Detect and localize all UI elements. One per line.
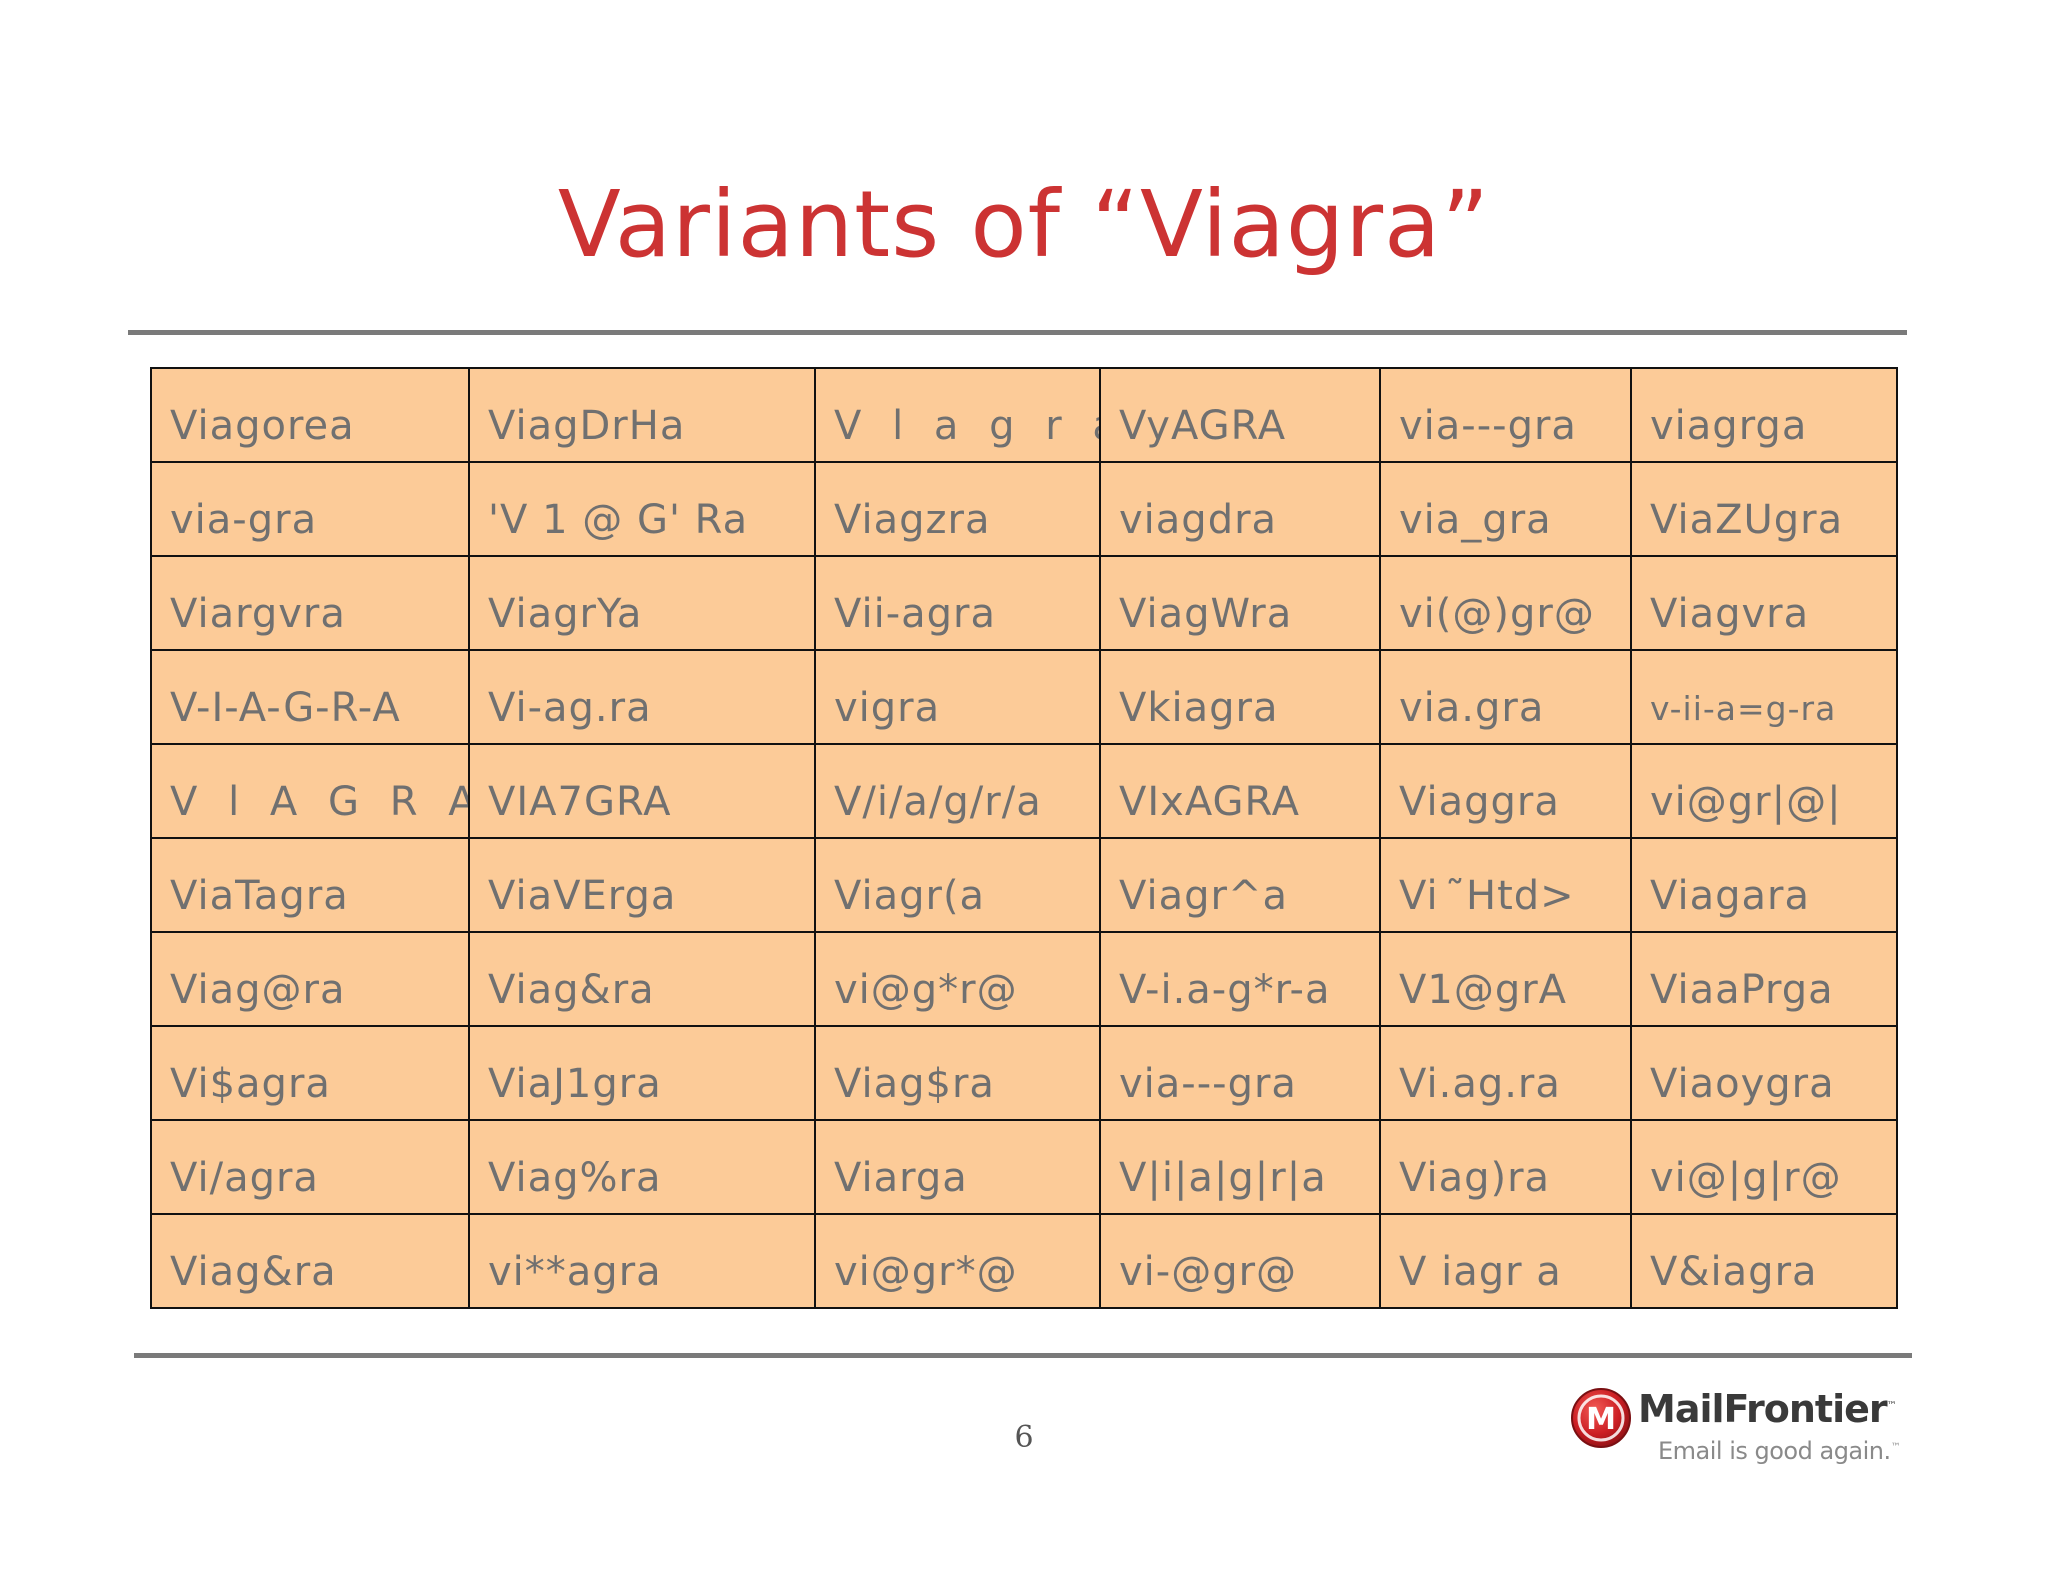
table-cell: vi@g*r@	[814, 931, 1101, 1027]
table-cell: vigra	[814, 649, 1101, 745]
variants-table-container: Viagorea ViagDrHa V l a g r a VyAGRA via…	[150, 367, 1898, 1309]
table-cell: Vi/agra	[150, 1119, 470, 1215]
table-cell: Viarga	[814, 1119, 1101, 1215]
table-cell: Viagr^a	[1099, 837, 1381, 933]
table-cell: V iagr a	[1379, 1213, 1632, 1309]
table-cell: Vkiagra	[1099, 649, 1381, 745]
table-cell: Vii-agra	[814, 555, 1101, 651]
logo-trademark: ™	[1886, 1400, 1897, 1412]
table-cell: Viag&ra	[150, 1213, 470, 1309]
table-cell: Viagara	[1630, 837, 1898, 933]
table-cell: V-i.a-g*r-a	[1099, 931, 1381, 1027]
table-cell: Viagzra	[814, 461, 1101, 557]
table-cell: Vi.ag.ra	[1379, 1025, 1632, 1121]
table-cell: via_gra	[1379, 461, 1632, 557]
table-cell: V/i/a/g/r/a	[814, 743, 1101, 839]
table-row: via-gra 'V 1 @ G' Ra Viagzra viagdra via…	[150, 461, 1898, 557]
table-cell: Viagorea	[150, 367, 470, 463]
page-number: 6	[1014, 1420, 1034, 1455]
logo-brand-name: MailFrontier™	[1638, 1387, 1897, 1431]
table-cell: ViaTagra	[150, 837, 470, 933]
table-cell: ViagWra	[1099, 555, 1381, 651]
table-cell: via---gra	[1099, 1025, 1381, 1121]
table-cell: V1@grA	[1379, 931, 1632, 1027]
logo-tagline-text: Email is good again.	[1658, 1437, 1891, 1465]
table-row: Viag@ra Viag&ra vi@g*r@ V-i.a-g*r-a V1@g…	[150, 931, 1898, 1027]
table-row: Viag&ra vi**agra vi@gr*@ vi-@gr@ V iagr …	[150, 1213, 1898, 1309]
table-cell: V l a g r a	[814, 367, 1101, 463]
table-cell: VIA7GRA	[468, 743, 816, 839]
table-cell: vi-@gr@	[1099, 1213, 1381, 1309]
logo-tagline-trademark: ™	[1890, 1442, 1901, 1453]
table-row: V-I-A-G-R-A Vi-ag.ra vigra Vkiagra via.g…	[150, 649, 1898, 745]
table-cell: Viagr(a	[814, 837, 1101, 933]
table-cell: V|i|a|g|r|a	[1099, 1119, 1381, 1215]
top-divider	[128, 330, 1907, 335]
table-cell: Viag$ra	[814, 1025, 1101, 1121]
logo-letter: M	[1586, 1402, 1616, 1437]
table-cell: via---gra	[1379, 367, 1632, 463]
logo-tagline: Email is good again.™	[1658, 1437, 1901, 1465]
bottom-divider	[134, 1353, 1912, 1358]
table-row: V l A G R A VIA7GRA V/i/a/g/r/a VIxAGRA …	[150, 743, 1898, 839]
table-cell: Viag%ra	[468, 1119, 816, 1215]
table-cell: Viag&ra	[468, 931, 816, 1027]
table-cell: ViagrYa	[468, 555, 816, 651]
table-cell: vi**agra	[468, 1213, 816, 1309]
table-cell: vi(@)gr@	[1379, 555, 1632, 651]
table-row: Viagorea ViagDrHa V l a g r a VyAGRA via…	[150, 367, 1898, 463]
table-cell: ViaVErga	[468, 837, 816, 933]
table-cell: via.gra	[1379, 649, 1632, 745]
table-cell: ViaaPrga	[1630, 931, 1898, 1027]
table-cell: Vi ̃Htd>	[1379, 837, 1632, 933]
table-cell: via-gra	[150, 461, 470, 557]
table-cell: Viag)ra	[1379, 1119, 1632, 1215]
mailfrontier-m-logo-icon: M	[1571, 1388, 1631, 1448]
table-cell: V-I-A-G-R-A	[150, 649, 470, 745]
table-cell: vi@|g|r@	[1630, 1119, 1898, 1215]
table-cell: V l A G R A	[150, 743, 470, 839]
table-cell: 'V 1 @ G' Ra	[468, 461, 816, 557]
table-cell: Viag@ra	[150, 931, 470, 1027]
table-cell: Viaoygra	[1630, 1025, 1898, 1121]
table-cell: V&iagra	[1630, 1213, 1898, 1309]
table-cell: viagdra	[1099, 461, 1381, 557]
logo-brand-text: MailFrontier	[1638, 1387, 1888, 1431]
table-cell: Viargvra	[150, 555, 470, 651]
table-cell: ViaJ1gra	[468, 1025, 816, 1121]
table-cell: VIxAGRA	[1099, 743, 1381, 839]
table-cell: Vi-ag.ra	[468, 649, 816, 745]
table-cell: Vi$agra	[150, 1025, 470, 1121]
table-cell: viagrga	[1630, 367, 1898, 463]
table-cell: ViaZUgra	[1630, 461, 1898, 557]
slide-title: Variants of “Viagra”	[557, 171, 1491, 278]
variants-table: Viagorea ViagDrHa V l a g r a VyAGRA via…	[150, 367, 1898, 1309]
table-row: ViaTagra ViaVErga Viagr(a Viagr^a Vi ̃Ht…	[150, 837, 1898, 933]
table-row: Vi$agra ViaJ1gra Viag$ra via---gra Vi.ag…	[150, 1025, 1898, 1121]
table-cell: v-ii-a=g-ra	[1630, 649, 1898, 745]
table-cell: vi@gr*@	[814, 1213, 1101, 1309]
table-cell: VyAGRA	[1099, 367, 1381, 463]
table-cell: ViagDrHa	[468, 367, 816, 463]
table-cell: Viagvra	[1630, 555, 1898, 651]
table-cell: vi@gr|@|	[1630, 743, 1898, 839]
mailfrontier-logo: M MailFrontier™ Email is good again.™	[1570, 1385, 1910, 1475]
table-row: Vi/agra Viag%ra Viarga V|i|a|g|r|a Viag)…	[150, 1119, 1898, 1215]
table-cell: Viaggra	[1379, 743, 1632, 839]
table-row: Viargvra ViagrYa Vii-agra ViagWra vi(@)g…	[150, 555, 1898, 651]
